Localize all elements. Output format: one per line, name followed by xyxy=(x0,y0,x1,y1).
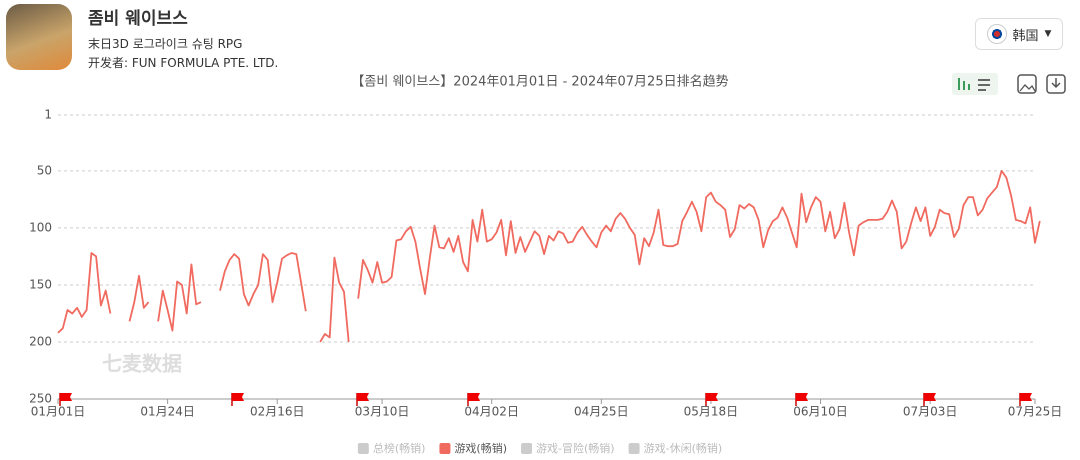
event-flag xyxy=(232,393,244,401)
legend-swatch xyxy=(439,443,451,454)
y-tick-label: 150 xyxy=(29,277,52,291)
chart-title: 【좀비 웨이브스】2024年01月01日 - 2024年07月25日排名趋势 xyxy=(351,74,728,90)
event-flag xyxy=(357,393,369,401)
y-tick-label: 250 xyxy=(29,392,52,406)
x-tick-label: 05月18日 xyxy=(684,405,739,419)
image-button[interactable] xyxy=(1017,74,1037,94)
legend-label: 游戏-休闲(畅销) xyxy=(644,441,723,455)
app-subtitle: 末日3D 로그라이크 슈팅 RPG xyxy=(88,37,243,51)
developer-row: 开发者: FUN FORMULA PTE. LTD. xyxy=(88,54,278,71)
event-flag xyxy=(706,393,718,401)
event-flag xyxy=(924,393,936,401)
country-select[interactable]: 韩国 ▼ xyxy=(975,18,1063,50)
app-icon xyxy=(6,4,72,70)
icon xyxy=(1051,78,1061,89)
icon xyxy=(958,78,960,90)
x-tick-label: 06月10日 xyxy=(793,405,848,419)
event-flag xyxy=(1020,393,1032,401)
x-tick-label: 03月10日 xyxy=(355,405,410,419)
event-flag xyxy=(60,393,72,401)
watermark: 七麦数据 xyxy=(102,352,182,376)
x-tick-label: 07月25日 xyxy=(1008,405,1063,419)
x-tick-label: 02月16日 xyxy=(250,405,305,419)
icon xyxy=(978,79,990,81)
legend-swatch xyxy=(357,443,369,454)
toolbar xyxy=(952,73,1066,95)
event-flag xyxy=(796,393,808,401)
legend-swatch xyxy=(521,443,533,454)
y-tick-label: 1 xyxy=(44,108,52,122)
developer-label: 开发者: xyxy=(88,56,129,70)
icon xyxy=(978,84,990,86)
icon xyxy=(963,81,965,90)
event-flag xyxy=(468,393,480,401)
flag-icon xyxy=(986,24,1007,44)
series-line xyxy=(57,170,1041,343)
x-tick-label: 01月24日 xyxy=(140,405,195,419)
y-tick-label: 200 xyxy=(29,334,52,348)
icon xyxy=(978,89,986,91)
x-tick-label: 01月01日 xyxy=(31,405,86,419)
app-name: 좀비 웨이브스 xyxy=(88,9,188,29)
x-tick-label: 04月25日 xyxy=(574,405,629,419)
legend-label: 总榜(畅销) xyxy=(373,441,426,455)
legend-label: 游戏-冒险(畅销) xyxy=(536,441,615,455)
y-tick-label: 50 xyxy=(37,163,52,177)
icon xyxy=(968,84,970,90)
download-button[interactable] xyxy=(1046,74,1066,94)
y-tick-label: 100 xyxy=(29,220,52,234)
x-tick-label: 04月02日 xyxy=(464,405,519,419)
developer: FUN FORMULA PTE. LTD. xyxy=(131,56,279,70)
country: 韩国 xyxy=(1012,28,1039,44)
x-tick-label: 07月03日 xyxy=(903,405,958,419)
icon xyxy=(1019,84,1036,92)
dropdown-arrow: ▼ xyxy=(1044,29,1052,39)
legend-label: 游戏(畅销) xyxy=(454,441,507,455)
legend-swatch xyxy=(628,443,640,454)
